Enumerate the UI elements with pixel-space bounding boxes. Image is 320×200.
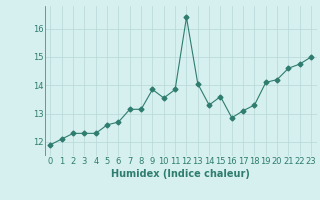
X-axis label: Humidex (Indice chaleur): Humidex (Indice chaleur)	[111, 169, 250, 179]
